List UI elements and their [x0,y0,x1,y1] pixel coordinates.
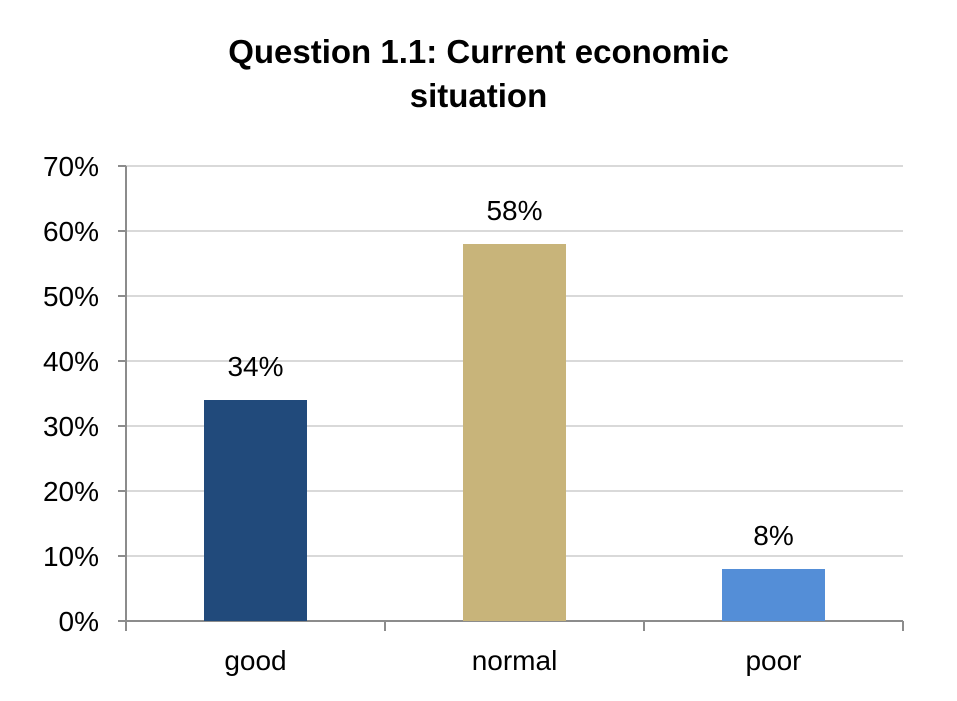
y-tick-label: 70% [43,151,99,182]
y-tick-label: 0% [59,606,99,637]
x-tick-label-poor: poor [745,645,801,676]
x-tick-label-good: good [224,645,286,676]
data-label-good: 34% [227,351,283,382]
y-tick-label: 40% [43,346,99,377]
chart-title-line-1: Question 1.1: Current economic [228,33,729,70]
bar-good [204,400,307,621]
data-label-normal: 58% [486,195,542,226]
chart-title: Question 1.1: Current economic situation [0,30,957,118]
data-label-poor: 8% [753,520,793,551]
bar-normal [463,244,566,621]
data-labels: 34% 58% 8% [227,195,793,551]
x-tick-label-normal: normal [472,645,558,676]
y-tick-label: 60% [43,216,99,247]
bar-poor [722,569,825,621]
y-axis-tick-labels: 0% 10% 20% 30% 40% 50% 60% 70% [43,151,99,637]
x-axis-tick-labels: good normal poor [224,645,801,676]
y-tick-label: 20% [43,476,99,507]
bars [204,244,825,621]
y-tick-label: 30% [43,411,99,442]
chart-title-line-2: situation [409,77,548,114]
y-tick-label: 10% [43,541,99,572]
y-tick-label: 50% [43,281,99,312]
